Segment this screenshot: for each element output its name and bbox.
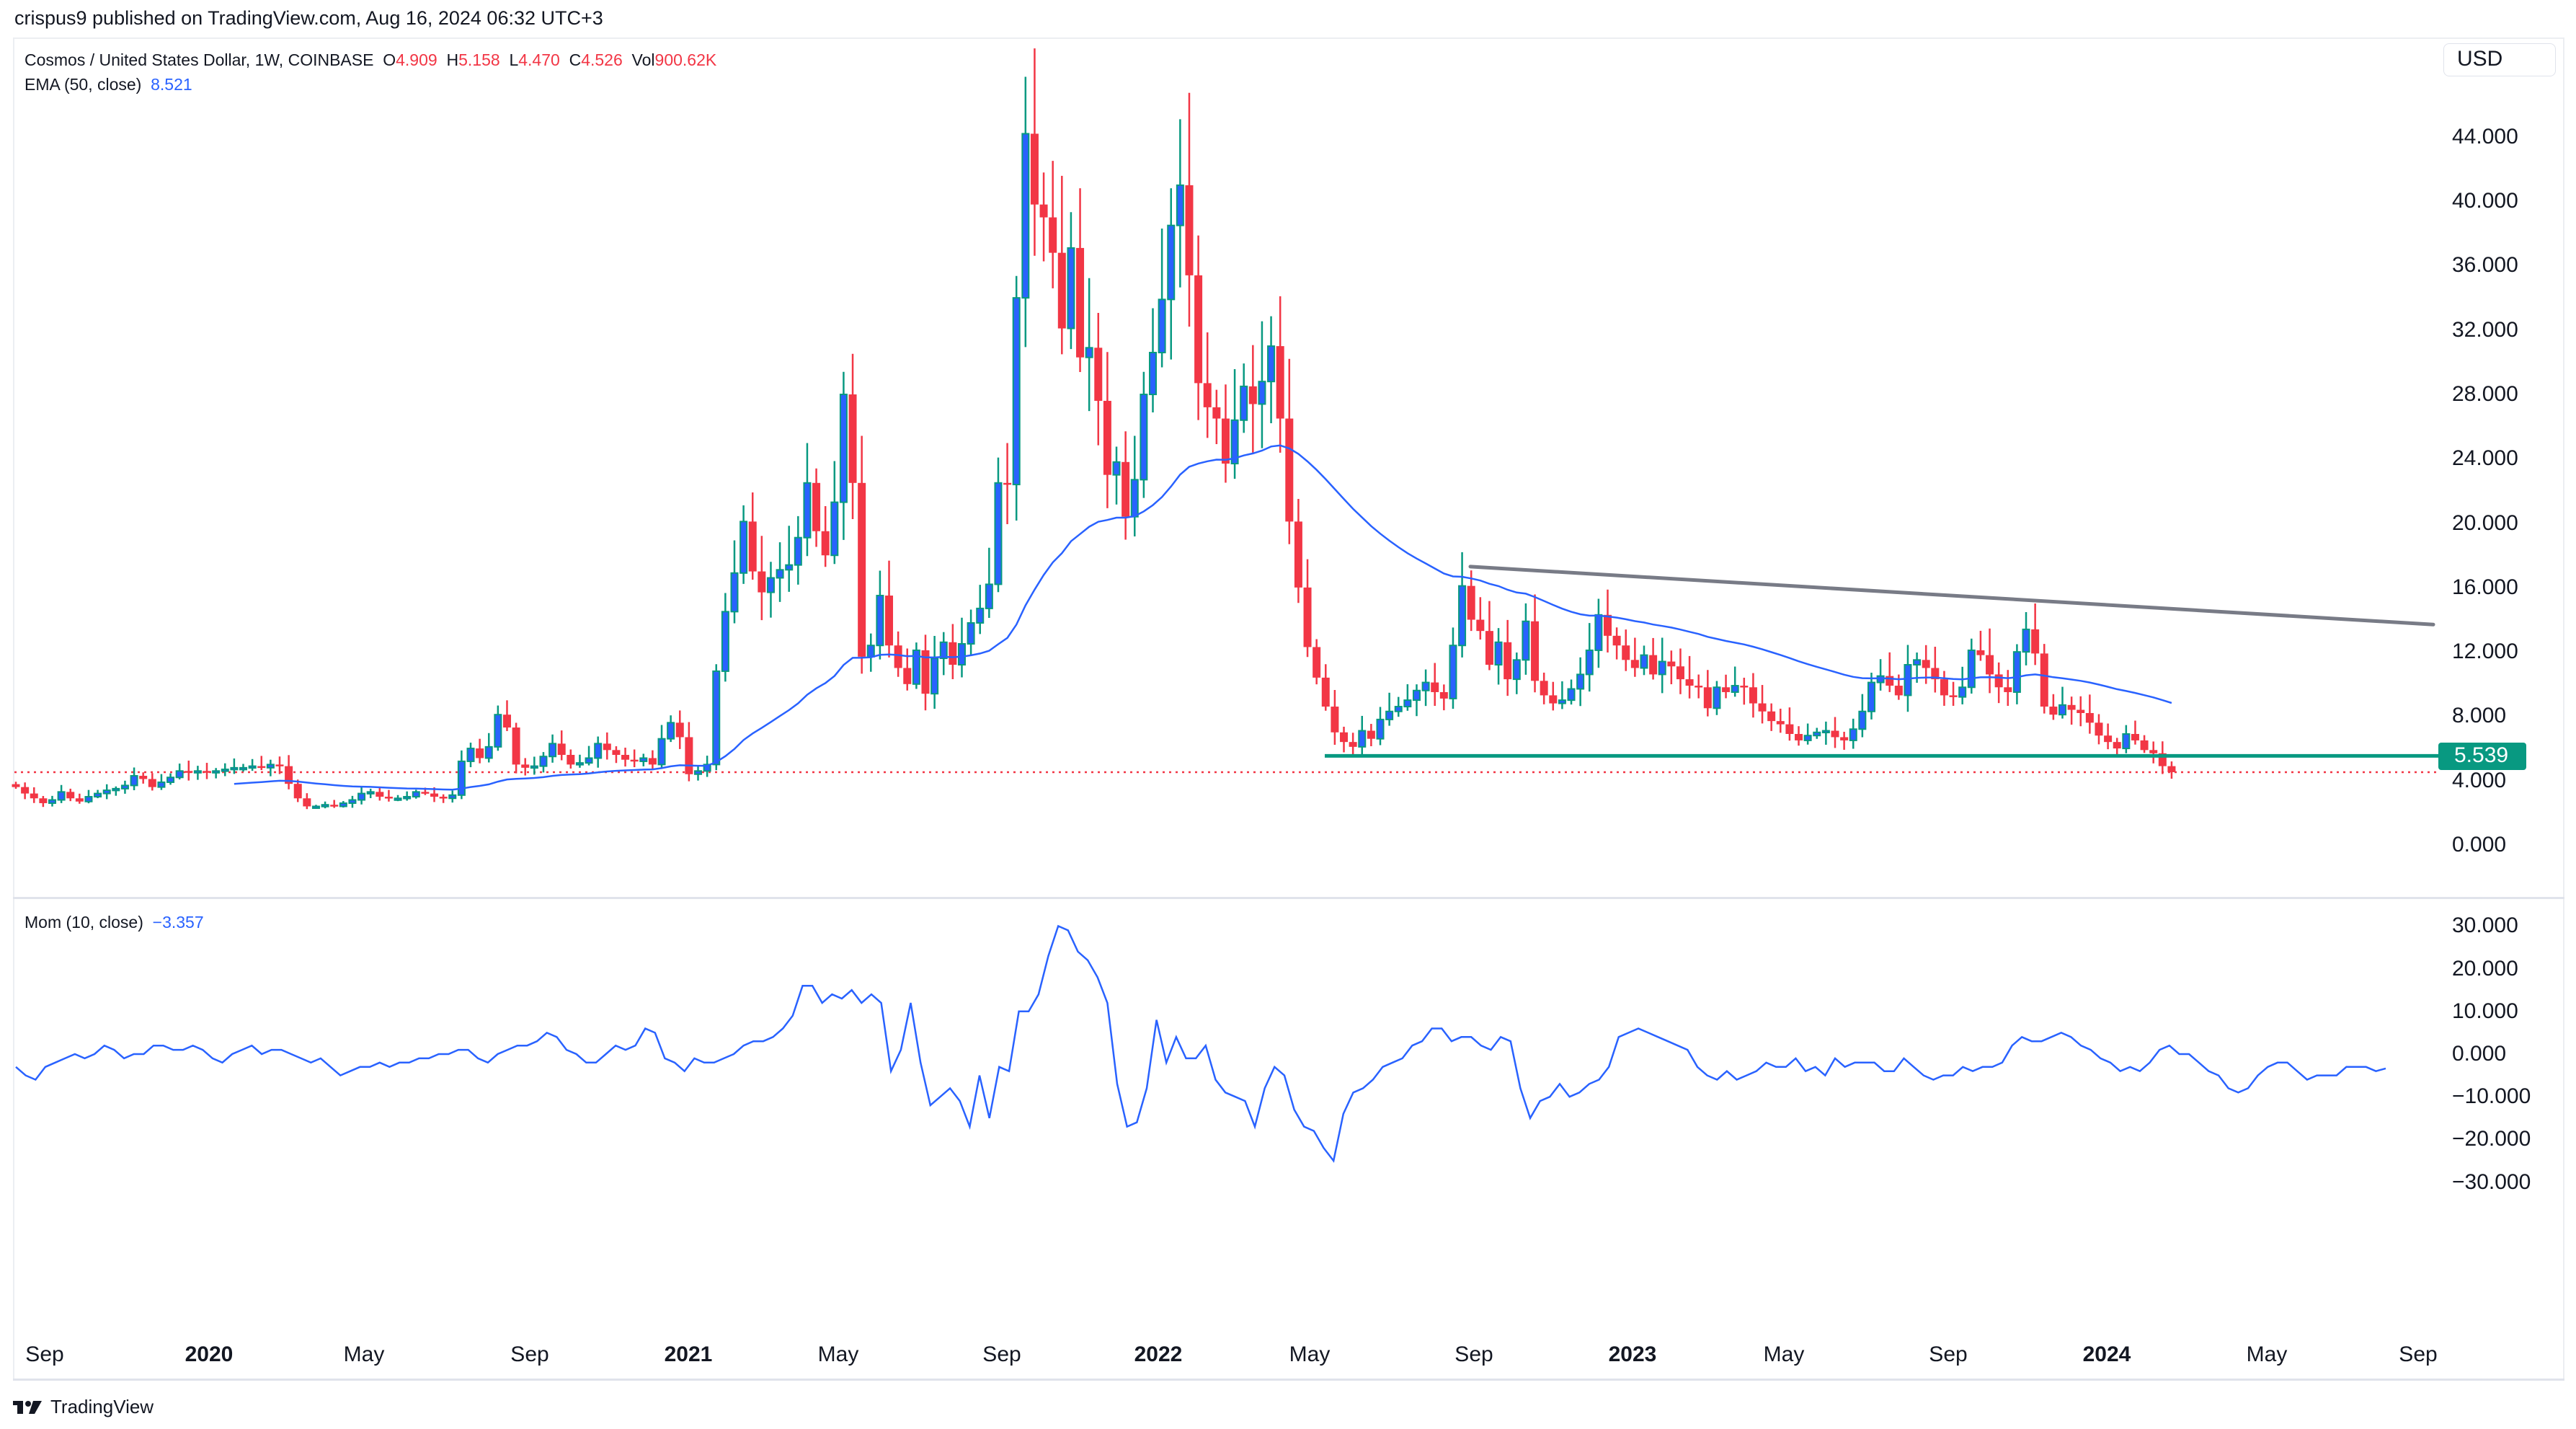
time-tick: Sep [1929,1342,1968,1366]
time-tick: May [1289,1342,1331,1366]
momentum-tick: −20.000 [2452,1127,2531,1151]
time-tick: Sep [25,1342,64,1366]
publish-info: crispus9 published on TradingView.com, A… [14,7,603,29]
open-value: 4.909 [396,50,438,69]
tradingview-brand: TradingView [50,1396,154,1417]
momentum-value: −3.357 [152,913,204,932]
time-tick: Sep [510,1342,549,1366]
price-tick: 36.000 [2452,253,2518,278]
price-tick: 44.000 [2452,124,2518,149]
price-tick: 20.000 [2452,510,2518,535]
price-tick: 40.000 [2452,189,2518,213]
time-tick: May [1763,1342,1805,1366]
price-tick: 8.000 [2452,704,2507,728]
support-price-tag: 5.539 [2438,743,2526,770]
pane-separator[interactable] [13,897,2564,899]
momentum-tick: −30.000 [2452,1169,2531,1194]
time-tick: Sep [1454,1342,1493,1366]
volume-value: 900.62K [654,50,717,69]
momentum-tick: 20.000 [2452,956,2518,981]
bottom-border [13,1379,2564,1381]
symbol-title: Cosmos / United States Dollar, 1W, COINB… [25,50,374,69]
tradingview-logo-icon [13,1400,42,1414]
time-tick: May [817,1342,859,1366]
time-tick: 2020 [185,1342,234,1366]
price-tick: 16.000 [2452,575,2518,599]
price-tick: 0.000 [2452,833,2507,857]
tradingview-logo[interactable]: TradingView [13,1396,154,1418]
time-tick: 2024 [2082,1342,2131,1366]
currency-button[interactable]: USD [2443,43,2556,76]
price-tick: 32.000 [2452,317,2518,342]
momentum-tick: 0.000 [2452,1042,2507,1066]
momentum-tick: −10.000 [2452,1084,2531,1109]
time-tick: Sep [2399,1342,2438,1366]
ema-legend[interactable]: EMA (50, close) 8.521 [25,75,192,94]
momentum-tick: 10.000 [2452,999,2518,1023]
price-tick: 4.000 [2452,768,2507,792]
price-tick: 24.000 [2452,446,2518,471]
price-tick: 28.000 [2452,382,2518,407]
time-tick: 2021 [664,1342,713,1366]
low-value: 4.470 [518,50,560,69]
time-tick: Sep [982,1342,1021,1366]
momentum-legend[interactable]: Mom (10, close) −3.357 [25,913,204,932]
time-tick: 2023 [1608,1342,1657,1366]
momentum-tick: 30.000 [2452,913,2518,938]
symbol-legend[interactable]: Cosmos / United States Dollar, 1W, COINB… [25,50,717,69]
time-tick: May [343,1342,385,1366]
price-tick: 12.000 [2452,640,2518,664]
time-tick: 2022 [1134,1342,1183,1366]
close-value: 4.526 [581,50,623,69]
time-tick: May [2246,1342,2288,1366]
high-value: 5.158 [458,50,500,69]
ema-value: 8.521 [151,75,192,94]
